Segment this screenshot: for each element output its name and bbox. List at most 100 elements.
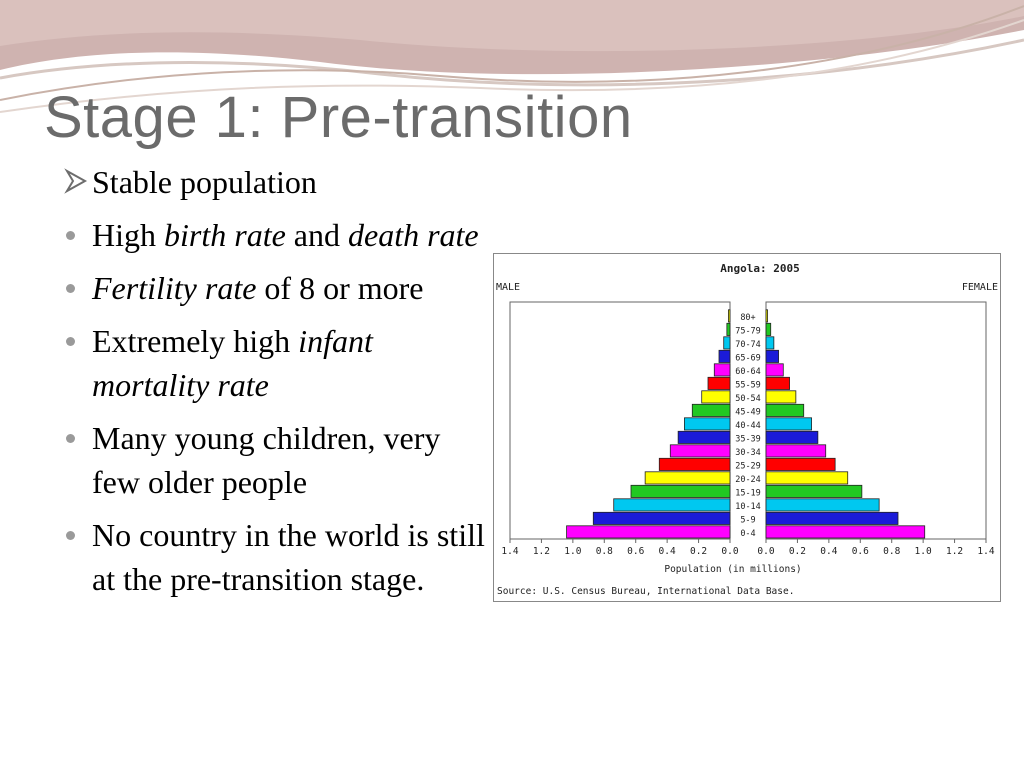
age-group-label: 75-79 [735, 327, 761, 337]
male-label: MALE [496, 282, 520, 293]
female-bar [765, 376, 790, 390]
age-group-label: 55-59 [735, 381, 761, 391]
male-bar [630, 484, 731, 498]
male-bar [691, 403, 731, 417]
age-group-label: 60-64 [735, 367, 761, 377]
bullet-item: No country in the world is still at the … [64, 513, 494, 601]
age-group-label: 45-49 [735, 408, 761, 418]
x-tick-label: 0.6 [627, 546, 644, 557]
female-bar [765, 363, 784, 377]
male-bar [707, 376, 731, 390]
female-bar [765, 498, 880, 512]
bullet-item: Fertility rate of 8 or more [64, 266, 494, 310]
x-tick-label: 1.2 [533, 546, 550, 557]
dot-icon [66, 337, 75, 346]
male-bar [718, 349, 731, 363]
x-tick-label: 0.0 [721, 546, 738, 557]
female-bar [765, 403, 805, 417]
bullet-text: Stable population [92, 164, 317, 200]
bullet-text: of 8 or more [256, 270, 424, 306]
arrow-icon [64, 168, 88, 194]
x-tick-label: 0.2 [789, 546, 806, 557]
female-bar [765, 336, 775, 350]
bullet-text: No country in the world is still at the … [92, 517, 485, 597]
x-tick-label: 0.4 [820, 546, 837, 557]
bullet-text: death rate [347, 217, 479, 253]
female-bar [765, 322, 772, 336]
male-bar [684, 417, 731, 431]
chart-source: Source: U.S. Census Bureau, Internationa… [497, 586, 794, 597]
x-axis-label: Population (in millions) [664, 564, 801, 575]
bullet-text: Fertility rate [92, 270, 257, 306]
age-group-label: 50-54 [735, 394, 761, 404]
x-tick-label: 1.0 [915, 546, 932, 557]
female-bar [765, 349, 779, 363]
x-tick-label: 1.4 [501, 546, 518, 557]
male-bar [723, 336, 731, 350]
dot-icon [66, 231, 75, 240]
female-bar [765, 457, 836, 471]
age-group-label: 40-44 [735, 421, 761, 431]
pyramid-svg: Angola: 2005 MALE FEMALE 0-4 5-9 10-14 15-19 20… [496, 262, 998, 597]
female-bar [765, 525, 926, 539]
dot-icon [66, 284, 75, 293]
bullet-text: Many young children, very few older peop… [92, 420, 441, 500]
male-bar [644, 471, 731, 485]
female-bar [765, 471, 849, 485]
bullet-text: High [92, 217, 164, 253]
age-group-label: 80+ [740, 313, 755, 323]
bullet-list: Stable population High birth rate and dea… [64, 160, 494, 610]
bullet-text: and [285, 217, 348, 253]
male-bar [669, 444, 731, 458]
female-bar [765, 430, 819, 444]
bullet-item: Many young children, very few older peop… [64, 416, 494, 504]
chart-title: Angola: 2005 [720, 262, 799, 275]
male-bar [677, 430, 731, 444]
female-bar [765, 417, 812, 431]
x-tick-label: 0.2 [690, 546, 707, 557]
dot-icon [66, 434, 75, 443]
age-group-label: 65-69 [735, 354, 761, 364]
female-bar [765, 390, 797, 404]
x-tick-label: 1.0 [564, 546, 581, 557]
bullet-text: infant mortality rate [92, 323, 373, 403]
bullet-text: birth rate [164, 217, 286, 253]
header-swoosh-decoration [0, 0, 1024, 113]
male-bar [713, 363, 731, 377]
bullet-item: High birth rate and death rate [64, 213, 494, 257]
bullet-text: Extremely high [92, 323, 299, 359]
slide-title: Stage 1: Pre-transition [44, 85, 633, 150]
male-bar [592, 511, 731, 525]
male-bar [728, 309, 731, 323]
female-bar [765, 309, 768, 323]
dot-icon [66, 531, 75, 540]
x-tick-label: 0.4 [659, 546, 676, 557]
x-tick-label: 1.4 [977, 546, 994, 557]
male-bar [613, 498, 731, 512]
x-tick-label: 0.0 [757, 546, 774, 557]
age-group-label: 20-24 [735, 475, 761, 485]
x-tick-label: 0.8 [596, 546, 613, 557]
male-bar [658, 457, 731, 471]
male-bar [566, 525, 731, 539]
population-pyramid-chart: Angola: 2005 MALE FEMALE 0-4 5-9 10-14 15-19 20… [493, 253, 1001, 602]
x-tick-label: 0.8 [883, 546, 900, 557]
age-group-label: 10-14 [735, 502, 761, 512]
bullet-item: Stable population [64, 160, 494, 204]
age-group-label: 25-29 [735, 462, 761, 472]
x-tick-label: 1.2 [946, 546, 963, 557]
age-group-label: 35-39 [735, 435, 761, 445]
female-label: FEMALE [962, 282, 998, 293]
male-bar [701, 390, 731, 404]
age-group-label: 5-9 [740, 516, 755, 526]
male-bar [726, 322, 731, 336]
female-bar [765, 444, 827, 458]
age-group-label: 70-74 [735, 340, 761, 350]
age-group-label: 15-19 [735, 489, 761, 499]
age-group-label: 0-4 [740, 529, 755, 539]
age-group-label: 30-34 [735, 448, 761, 458]
bullet-item: Extremely high infant mortality rate [64, 319, 494, 407]
female-bar [765, 484, 863, 498]
x-tick-label: 0.6 [852, 546, 869, 557]
female-bar [765, 511, 899, 525]
